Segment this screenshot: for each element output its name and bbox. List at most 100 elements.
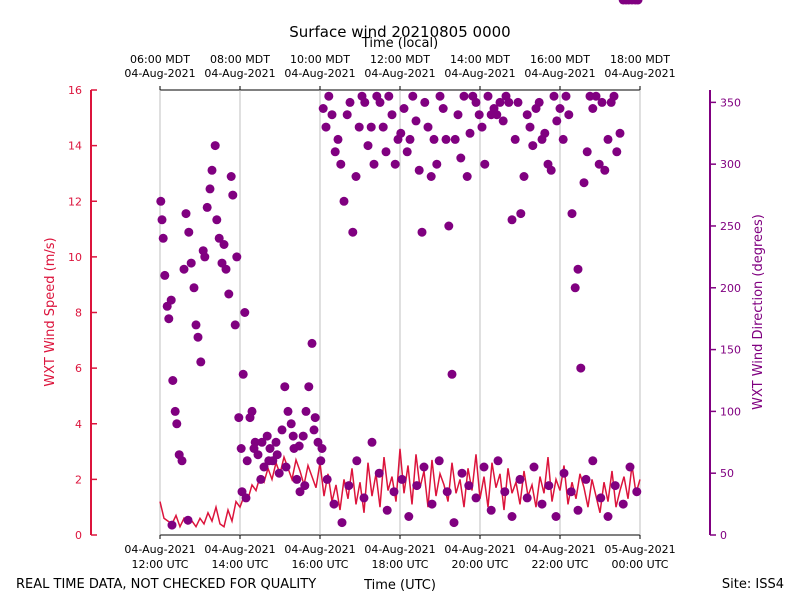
- wind-direction-point: [230, 320, 240, 330]
- wind-direction-point: [318, 104, 328, 113]
- wind-direction-point: [202, 202, 212, 212]
- top-tick-time: 12:00 MDT: [370, 53, 430, 66]
- wind-direction-point: [453, 110, 463, 120]
- wind-direction-point: [471, 97, 481, 107]
- top-tick-date: 04-Aug-2021: [204, 67, 275, 80]
- wind-direction-point: [310, 413, 320, 423]
- wind-direction-point: [417, 227, 427, 237]
- wind-direction-point: [387, 110, 397, 120]
- wind-direction-point: [259, 462, 269, 472]
- quality-disclaimer: REAL TIME DATA, NOT CHECKED FOR QUALITY: [16, 577, 316, 592]
- wind-direction-point: [274, 468, 284, 478]
- wind-direction-point: [537, 499, 547, 509]
- wind-direction-point: [184, 227, 194, 237]
- wind-direction-point: [444, 221, 454, 231]
- wind-direction-point: [234, 413, 244, 423]
- wind-direction-point: [515, 474, 525, 484]
- wind-direction-point: [378, 122, 388, 132]
- wind-direction-point: [374, 468, 384, 478]
- wind-direction-point: [369, 159, 379, 169]
- wind-direction-point: [181, 209, 191, 219]
- left-axis-label: WXT Wind Speed (m/s): [43, 237, 58, 386]
- wind-direction-point: [170, 406, 180, 416]
- wind-direction-point: [221, 264, 231, 274]
- wind-direction-point: [528, 141, 538, 151]
- bottom-tick-date: 04-Aug-2021: [524, 543, 595, 556]
- wind-direction-point: [457, 468, 467, 478]
- wind-direction-point: [412, 481, 422, 491]
- wind-direction-point: [329, 499, 339, 509]
- right-tick-label: 250: [720, 220, 741, 233]
- wind-direction-point: [500, 487, 510, 497]
- wind-direction-point: [552, 116, 562, 126]
- wind-direction-point: [610, 481, 620, 491]
- wind-direction-point: [375, 97, 385, 107]
- wind-direction-point: [529, 462, 539, 472]
- wind-direction-point: [397, 474, 407, 484]
- wind-direction-point: [228, 190, 238, 200]
- wind-direction-point: [597, 97, 607, 107]
- wind-direction-point: [618, 499, 628, 509]
- wind-direction-point: [200, 252, 210, 262]
- top-tick-date: 04-Aug-2021: [444, 67, 515, 80]
- wind-direction-point: [477, 122, 487, 132]
- chart-title: Surface wind 20210805 0000: [289, 23, 510, 41]
- wind-direction-point: [327, 110, 337, 120]
- right-tick-label: 150: [720, 344, 741, 357]
- wind-direction-point: [594, 159, 604, 169]
- wind-direction-point: [442, 487, 452, 497]
- wind-direction-point: [434, 456, 444, 466]
- wind-direction-point: [205, 184, 215, 194]
- wind-direction-point: [367, 437, 377, 447]
- right-axis-ticks: 0 50 100 150 200 250 300 350: [710, 96, 741, 542]
- top-tick-date: 04-Aug-2021: [524, 67, 595, 80]
- wind-direction-point: [549, 91, 559, 101]
- wind-direction-point: [322, 474, 332, 484]
- wind-direction-point: [399, 104, 409, 113]
- wind-direction-point: [158, 233, 168, 243]
- wind-direction-point: [351, 172, 361, 181]
- wind-direction-point: [207, 165, 217, 175]
- wind-direction-point: [160, 270, 170, 280]
- left-tick-label: 12: [68, 195, 82, 208]
- wind-direction-point: [474, 110, 484, 120]
- wind-direction-point: [600, 165, 610, 175]
- wind-direction-point: [561, 91, 571, 101]
- wind-direction-point: [324, 91, 334, 101]
- wind-direction-point: [507, 512, 517, 521]
- wind-direction-point: [348, 227, 358, 237]
- wind-direction-point: [236, 444, 246, 453]
- top-tick-time: 06:00 MDT: [130, 53, 190, 66]
- bottom-tick-date: 04-Aug-2021: [364, 543, 435, 556]
- left-tick-label: 10: [68, 251, 82, 264]
- bottom-tick-date: 04-Aug-2021: [204, 543, 275, 556]
- wind-direction-point: [224, 289, 234, 299]
- left-tick-label: 16: [68, 84, 82, 97]
- left-tick-label: 4: [75, 418, 82, 431]
- wind-direction-point: [359, 493, 369, 503]
- wind-direction-point: [330, 147, 340, 157]
- wind-direction-point: [219, 240, 229, 249]
- wind-direction-point: [177, 456, 187, 466]
- wind-direction-point: [438, 104, 448, 113]
- wind-direction-point: [581, 474, 591, 484]
- site-label: Site: ISS4: [722, 577, 784, 592]
- wind-direction-point: [404, 512, 414, 521]
- wind-direction-point: [354, 122, 364, 132]
- vertical-grid: [159, 90, 641, 535]
- wind-direction-point: [462, 172, 472, 181]
- wind-direction-point: [540, 128, 550, 138]
- top-tick-time: 18:00 MDT: [610, 53, 670, 66]
- wind-direction-point: [603, 134, 613, 144]
- left-tick-label: 14: [68, 140, 82, 153]
- wind-direction-point: [555, 104, 565, 113]
- wind-direction-point: [384, 91, 394, 101]
- wind-direction-point: [292, 474, 302, 484]
- bottom-tick-time: 20:00 UTC: [451, 558, 508, 571]
- wind-direction-point: [588, 104, 598, 113]
- bottom-tick-date: 04-Aug-2021: [284, 543, 355, 556]
- wind-direction-point: [360, 97, 370, 107]
- wind-direction-point: [564, 110, 574, 120]
